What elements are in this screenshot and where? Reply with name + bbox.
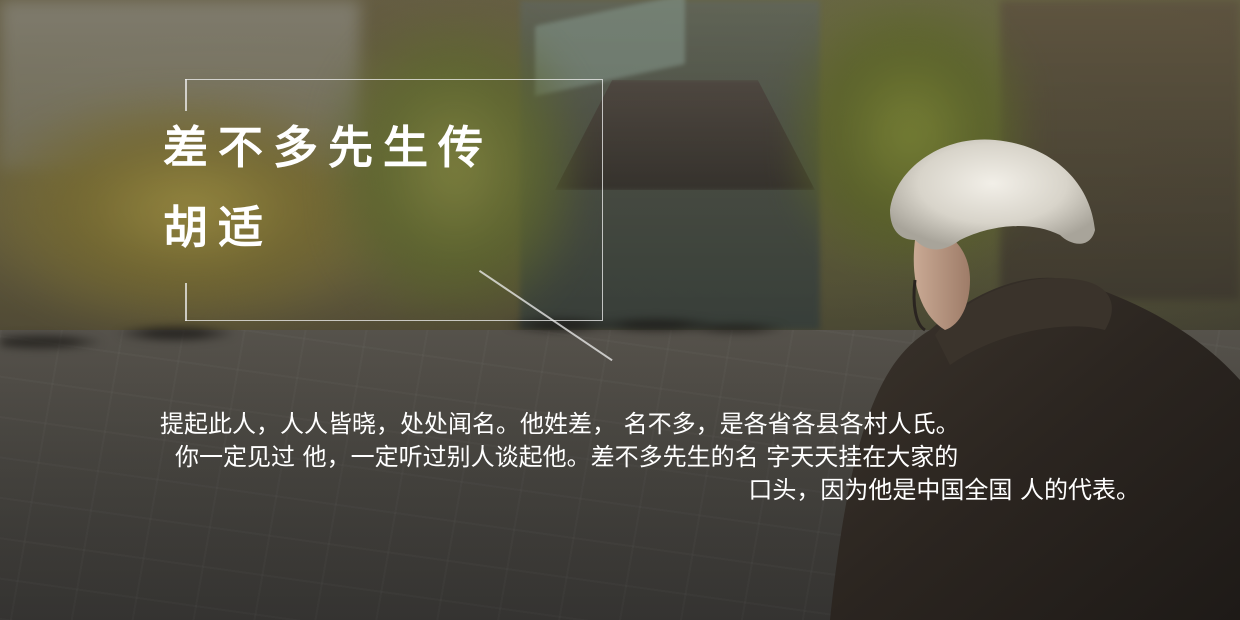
title-frame-left-top [185,79,187,111]
body-line-2: 你一定见过 他，一定听过别人谈起他。差不多先生的名 字天天挂在大家的 [175,443,959,471]
slide-title: 差不多先生传 [163,121,494,174]
body-text: 提起此人，人人皆晓，处处闻名。他姓差， 名不多，是各省各县各村人氏。 你一定见过… [150,408,1140,507]
body-line-1: 提起此人，人人皆晓，处处闻名。他姓差， 名不多，是各省各县各村人氏。 [160,410,960,438]
background-building-right [1000,0,1240,300]
slide-author: 胡适 [163,201,274,254]
old-man-figure [830,139,1240,620]
body-line-3: 口头，因为他是中国全国 人的代表。 [748,476,1140,504]
background-pedestrians [0,240,800,410]
title-frame [185,79,603,321]
title-frame-left-bottom [185,283,187,321]
